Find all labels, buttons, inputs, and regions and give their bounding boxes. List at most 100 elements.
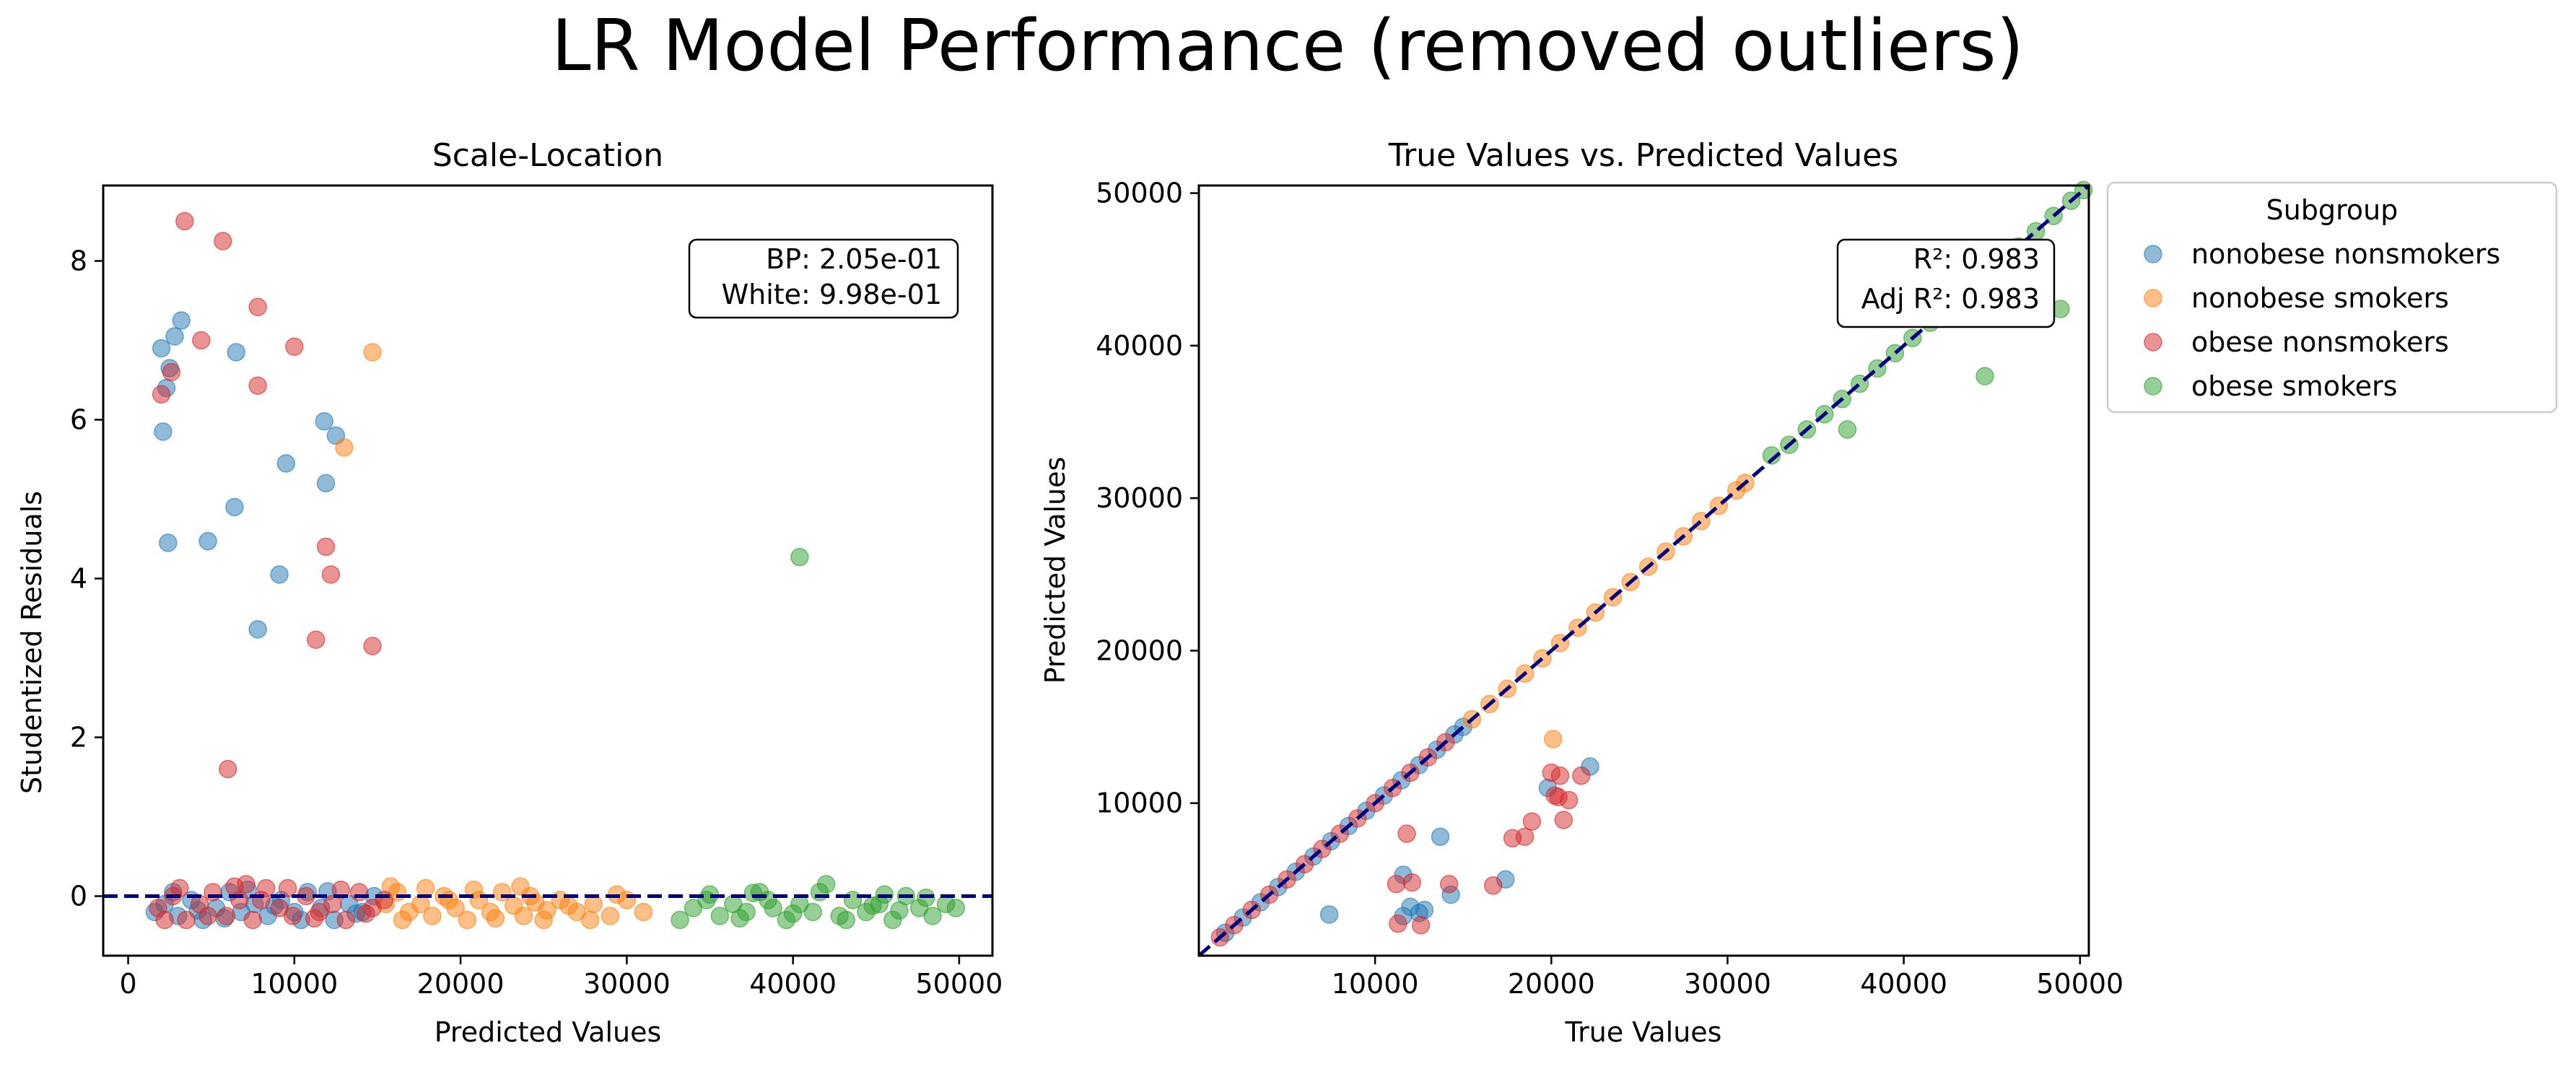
left-point-obese-smokers-32: [743, 883, 763, 902]
left-point-obese-nonsmokers-17: [204, 883, 222, 902]
right-point-obese-nonsmokers-16: [1402, 873, 1422, 892]
left-point-obese-smokers-26: [810, 883, 829, 902]
right-point-nonobese-smokers-17: [1544, 730, 1563, 749]
left-point-obese-nonsmokers-6: [152, 385, 171, 404]
right-y-tick-label: 50000: [1096, 178, 1183, 209]
left-point-obese-nonsmokers-15: [177, 910, 196, 930]
legend-marker-nonobese-smokers: [2144, 289, 2162, 307]
left-point-nonobese-smokers-26: [464, 880, 484, 899]
right-x-tick-label: 50000: [2036, 968, 2123, 1000]
left-y-tick-label: 8: [70, 245, 87, 277]
legend-box: [2106, 181, 2558, 414]
left-point-nonobese-smokers-0: [363, 343, 382, 362]
adj-r-squared-statistic: Adj R²: 0.983: [1861, 283, 2040, 315]
right-x-tick-label: 10000: [1332, 968, 1419, 1000]
left-point-obese-nonsmokers-3: [192, 331, 211, 350]
left-point-nonobese-smokers-12: [492, 883, 512, 902]
r-squared-statistic: R²: 0.983: [1913, 243, 2040, 275]
right-identity-reference-line: [1197, 184, 2090, 957]
right-x-axis-label: True Values: [1565, 1016, 1722, 1048]
left-x-tick-label: 50000: [915, 968, 1003, 1000]
left-point-obese-nonsmokers-30: [375, 891, 393, 909]
left-point-obese-smokers-25: [783, 904, 803, 923]
left-y-tick-label: 0: [70, 881, 87, 912]
left-x-tick-label: 10000: [250, 968, 338, 1000]
left-point-nonobese-smokers-29: [534, 910, 553, 930]
right-point-obese-nonsmokers-23: [1522, 812, 1542, 831]
right-point-obese-nonsmokers-26: [1550, 766, 1570, 785]
left-point-nonobese-nonsmokers-6: [227, 343, 245, 362]
left-point-obese-nonsmokers-11: [363, 637, 382, 655]
left-point-obese-smokers-31: [946, 899, 966, 917]
right-x-tick-label: 40000: [1860, 968, 1947, 1000]
right-point-obese-nonsmokers-19: [1439, 874, 1459, 894]
left-point-obese-nonsmokers-31: [170, 878, 189, 898]
left-point-obese-nonsmokers-12: [218, 759, 237, 779]
legend-marker-nonobese-nonsmokers: [2144, 245, 2162, 263]
left-point-obese-smokers-0: [790, 548, 809, 567]
legend-marker-obese-nonsmokers: [2144, 333, 2162, 352]
right-point-nonobese-nonsmokers-20: [1431, 827, 1450, 846]
left-point-nonobese-nonsmokers-11: [225, 497, 244, 517]
left-point-obese-nonsmokers-0: [175, 211, 194, 231]
white-statistic: White: 9.98e-01: [722, 279, 942, 310]
left-point-nonobese-smokers-31: [580, 910, 600, 930]
left-point-nonobese-smokers-24: [416, 878, 435, 898]
left-point-nonobese-nonsmokers-0: [152, 339, 171, 358]
left-point-nonobese-smokers-1: [335, 438, 354, 457]
right-y-tick-label: 30000: [1096, 482, 1183, 514]
left-point-nonobese-smokers-23: [393, 910, 412, 930]
left-point-nonobese-nonsmokers-5: [154, 422, 173, 441]
left-point-obese-smokers-11: [803, 902, 823, 922]
left-point-obese-smokers-29: [890, 901, 909, 920]
legend-label-obese-nonsmokers: obese nonsmokers: [2191, 326, 2449, 358]
right-point-obese-nonsmokers-14: [1397, 824, 1416, 843]
right-axis-ticks: 10000 20000 30000 40000 50000 10000 20000 30000…: [1096, 178, 2123, 1000]
left-axes-frame: [102, 184, 994, 957]
left-point-obese-nonsmokers-10: [307, 630, 326, 649]
left-point-obese-nonsmokers-38: [357, 904, 375, 923]
left-point-obese-nonsmokers-35: [278, 878, 297, 898]
legend-entries: nonobese nonsmokers nonobese smokers obese…: [2144, 238, 2500, 402]
left-scatter-points: [145, 211, 966, 930]
left-point-nonobese-smokers-6: [423, 907, 442, 925]
left-point-obese-nonsmokers-36: [305, 909, 324, 928]
right-x-tick-label: 20000: [1508, 968, 1595, 1000]
left-point-obese-nonsmokers-28: [349, 883, 369, 902]
right-y-tick-label: 40000: [1096, 330, 1183, 362]
left-point-nonobese-nonsmokers-14: [270, 565, 289, 584]
left-point-obese-nonsmokers-26: [323, 894, 342, 914]
left-y-tick-label: 4: [70, 563, 87, 595]
left-point-nonobese-nonsmokers-7: [315, 411, 334, 431]
true-vs-predicted-panel: True Values vs. Predicted Values True Va…: [1039, 137, 2123, 1048]
left-point-nonobese-nonsmokers-13: [198, 532, 217, 551]
left-point-nonobese-nonsmokers-12: [159, 533, 178, 552]
figure-suptitle: LR Model Performance (removed outliers): [551, 5, 2024, 87]
left-point-obese-nonsmokers-5: [162, 362, 181, 382]
right-axes-frame: [1197, 184, 2090, 957]
left-point-nonobese-smokers-19: [584, 894, 603, 914]
left-point-nonobese-smokers-25: [440, 891, 458, 909]
left-point-nonobese-nonsmokers-9: [276, 454, 296, 473]
legend: Subgroup nonobese nonsmokers nonobese smo…: [2106, 181, 2558, 414]
right-y-tick-label: 10000: [1096, 787, 1183, 819]
right-point-obese-nonsmokers-15: [1387, 874, 1406, 894]
right-x-tick-label: 30000: [1684, 968, 1771, 1000]
left-point-obese-smokers-20: [923, 907, 942, 925]
left-point-nonobese-nonsmokers-15: [248, 620, 267, 639]
scale-location-panel: Scale-Location Predicted Values Studenti…: [16, 137, 1003, 1048]
left-x-tick-label: 0: [119, 968, 136, 1000]
right-point-obese-nonsmokers-30: [1549, 787, 1568, 807]
right-y-tick-label: 20000: [1096, 634, 1183, 666]
left-point-nonobese-smokers-20: [601, 907, 620, 925]
left-x-tick-label: 20000: [417, 968, 505, 1000]
legend-label-obese-smokers: obese smokers: [2191, 370, 2398, 402]
right-point-obese-nonsmokers-17: [1389, 914, 1407, 933]
left-point-obese-nonsmokers-23: [283, 907, 302, 925]
right-point-obese-nonsmokers-22: [1515, 827, 1534, 846]
right-point-obese-nonsmokers-18: [1411, 915, 1431, 935]
left-point-obese-nonsmokers-9: [321, 565, 341, 584]
right-point-nonobese-nonsmokers-15: [1319, 905, 1339, 924]
left-stats-annotation: BP: 2.05e-01 White: 9.98e-01: [688, 238, 959, 319]
